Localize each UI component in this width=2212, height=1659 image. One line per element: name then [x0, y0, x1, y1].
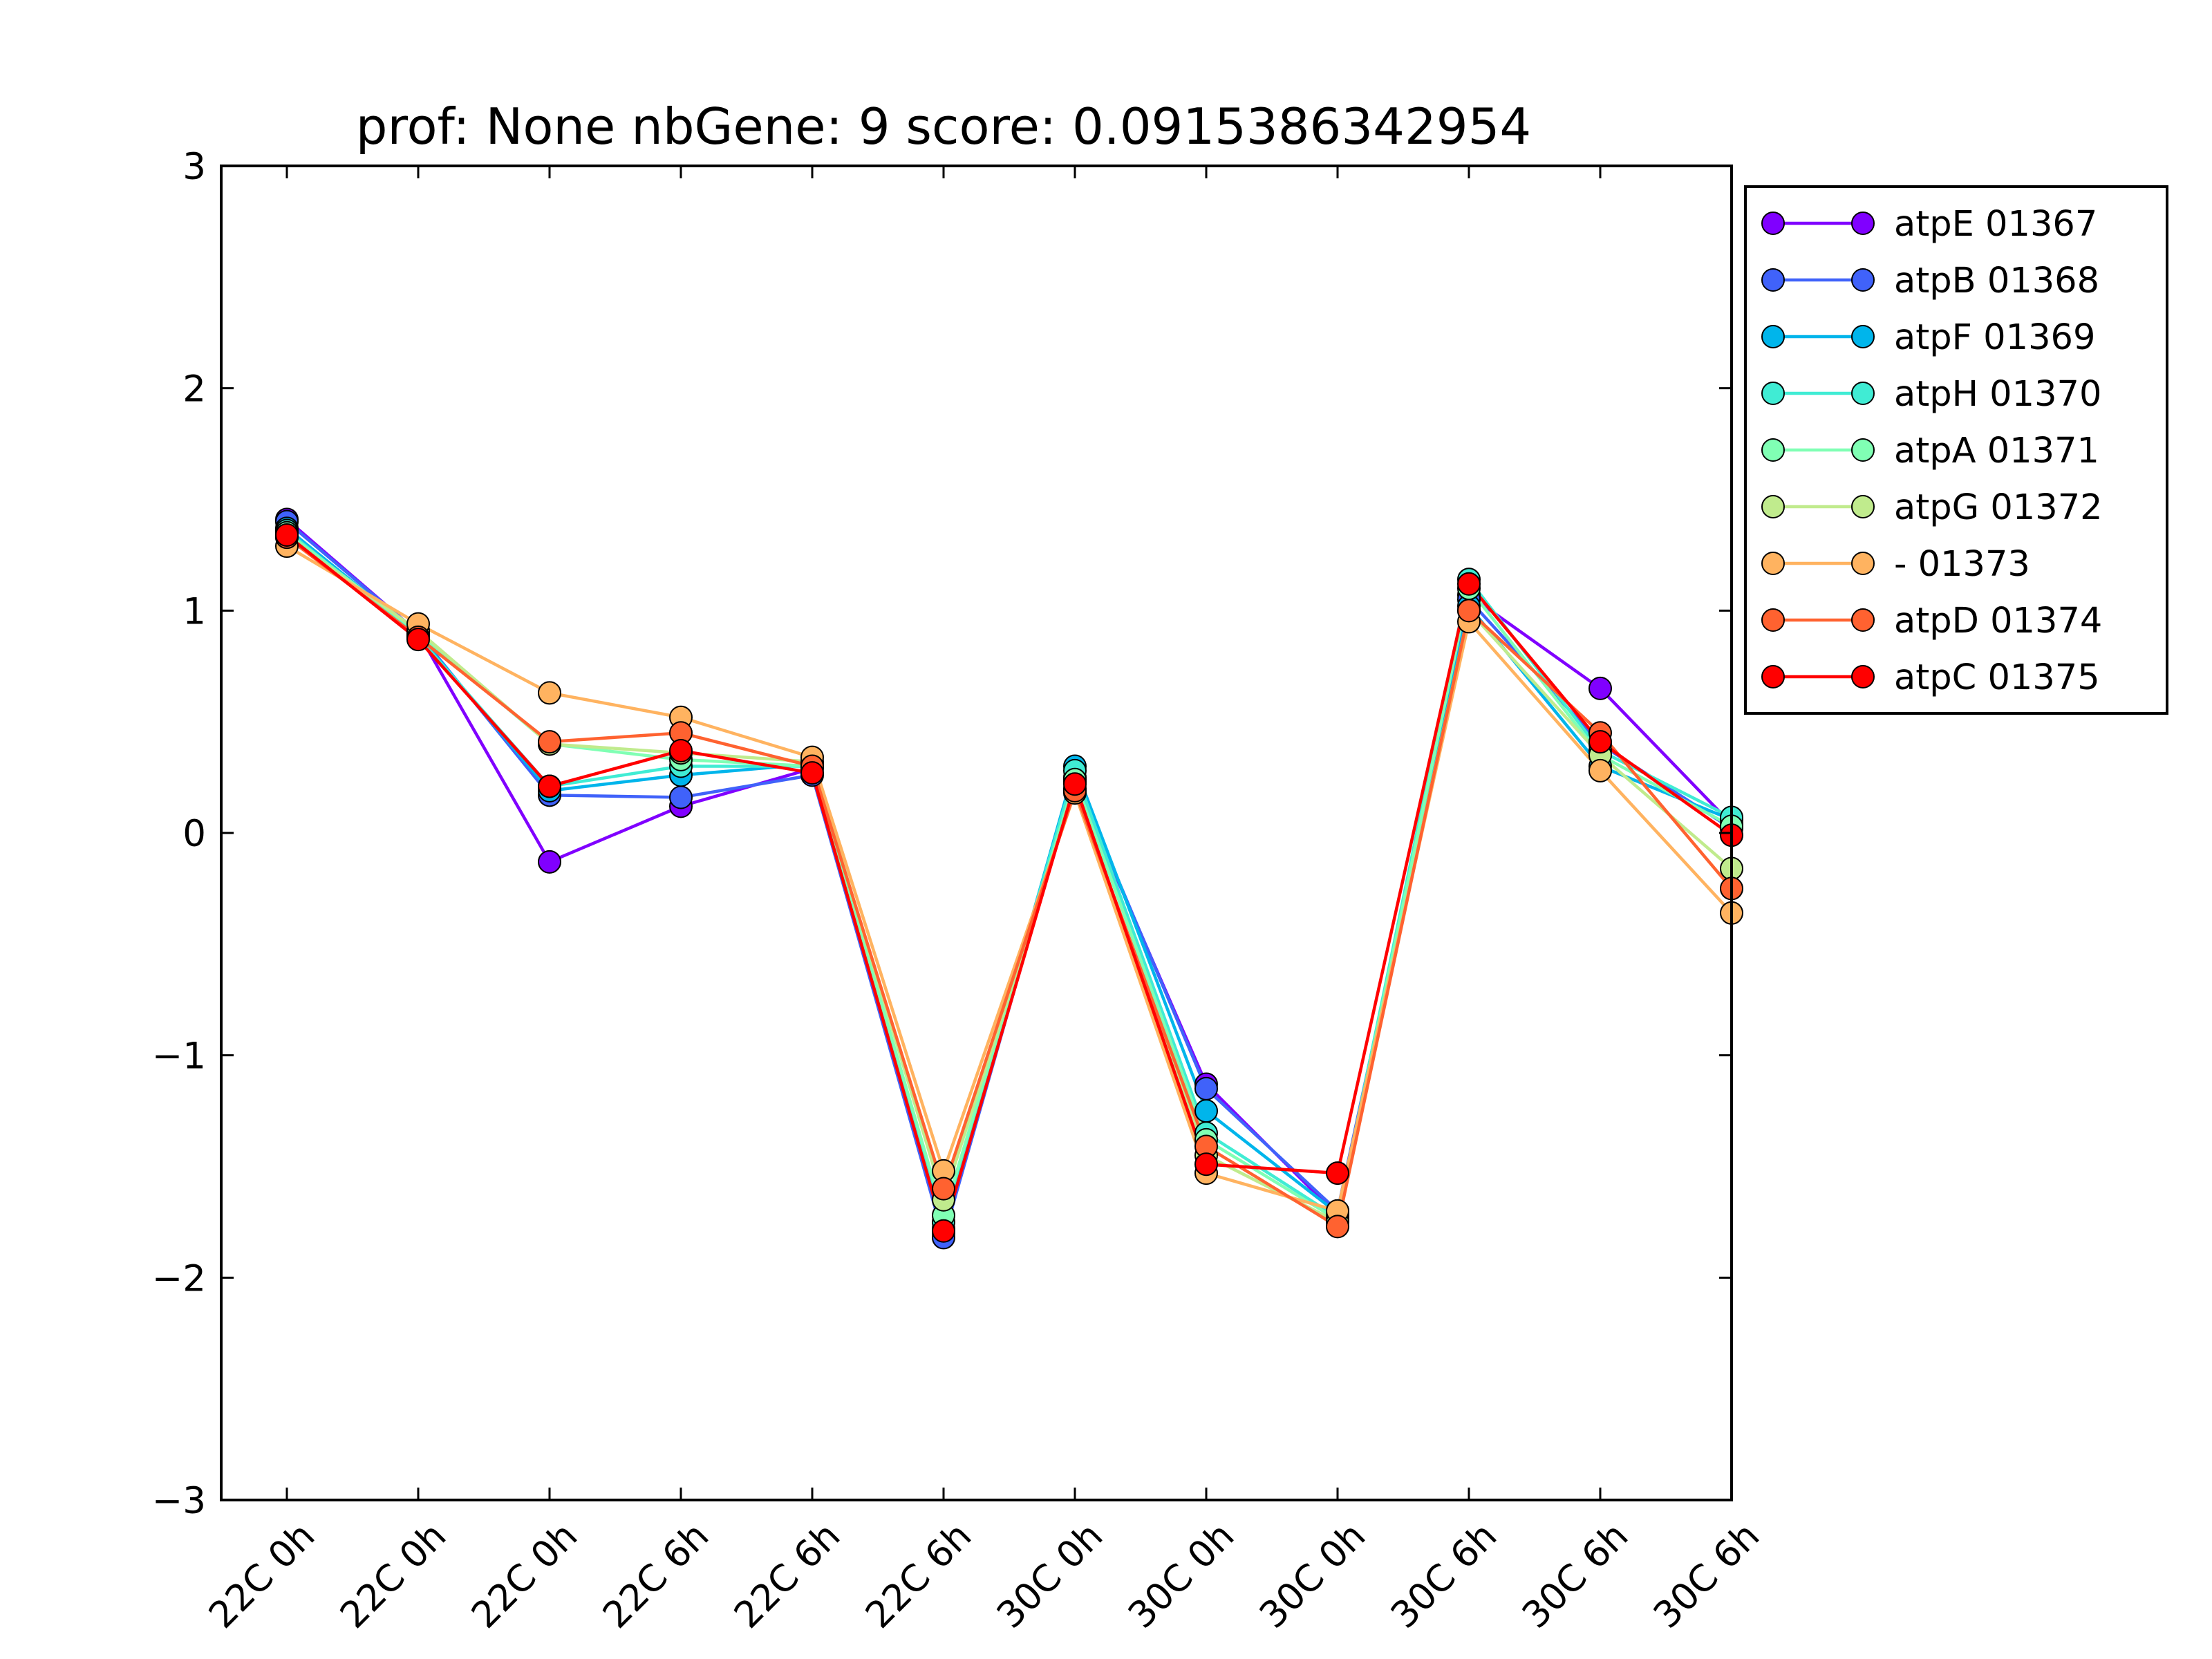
data-point: [1326, 1215, 1349, 1239]
series: [285, 534, 1733, 1237]
legend-marker: [1851, 212, 1875, 235]
data-point: [538, 774, 561, 798]
legend-marker: [1761, 268, 1785, 292]
legend-marker: [1761, 608, 1785, 632]
legend-marker: [1851, 382, 1875, 405]
y-tick-label: −3: [152, 1480, 206, 1522]
data-point: [406, 628, 430, 652]
y-tick-label: 1: [182, 590, 206, 632]
data-point: [1194, 1152, 1218, 1177]
data-point: [538, 681, 561, 705]
legend: atpE 01367 atpB 01368 atpF 01369 atpH 01370…: [1744, 185, 2168, 715]
legend-entry: atpB 01368: [1761, 261, 2099, 301]
legend-marker: [1851, 665, 1875, 688]
data-point: [1063, 772, 1087, 796]
data-point: [669, 785, 693, 809]
legend-entry: atpE 01367: [1761, 204, 2097, 245]
legend-entry: atpD 01374: [1761, 601, 2102, 641]
legend-label: atpG 01372: [1894, 487, 2103, 528]
legend-label: atpH 01370: [1894, 374, 2101, 415]
y-tick-label: 3: [182, 146, 206, 188]
data-point: [1588, 676, 1612, 700]
legend-marker: [1851, 325, 1875, 348]
data-point: [1457, 572, 1481, 596]
y-tick-label: 2: [182, 368, 206, 411]
legend-marker: [1851, 552, 1875, 575]
legend-label: atpC 01375: [1894, 657, 2100, 698]
legend-label: atpD 01374: [1894, 601, 2102, 641]
chart-title: prof: None nbGene: 9 score: 0.0915386342…: [356, 97, 1531, 156]
series: [285, 536, 1733, 1229]
legend-marker: [1851, 608, 1875, 632]
y-tick-label: 0: [182, 813, 206, 855]
legend-label: atpE 01367: [1894, 204, 2097, 245]
series-line: [285, 534, 1733, 1237]
legend-marker: [1761, 495, 1785, 518]
y-tick-label: −2: [152, 1257, 206, 1300]
legend-marker: [1851, 268, 1875, 292]
data-point: [1457, 599, 1481, 623]
legend-label: - 01373: [1894, 544, 2030, 585]
data-point: [932, 1177, 955, 1201]
legend-entry: atpF 01369: [1761, 317, 2095, 358]
legend-entry: - 01373: [1761, 544, 2030, 585]
series-line: [285, 536, 1733, 1229]
legend-marker: [1761, 438, 1785, 462]
legend-marker: [1761, 212, 1785, 235]
legend-label: atpB 01368: [1894, 261, 2099, 301]
data-point: [538, 730, 561, 754]
data-point: [1588, 758, 1612, 782]
data-point: [1326, 1161, 1349, 1185]
data-point: [538, 850, 561, 874]
series: [285, 545, 1733, 1213]
data-point: [932, 1219, 955, 1243]
legend-entry: atpA 01371: [1761, 431, 2099, 471]
legend-marker: [1761, 325, 1785, 348]
data-point: [669, 738, 693, 762]
legend-marker: [1851, 495, 1875, 518]
legend-label: atpF 01369: [1894, 317, 2095, 358]
legend-marker: [1761, 382, 1785, 405]
legend-entry: atpH 01370: [1761, 374, 2101, 415]
legend-label: atpA 01371: [1894, 431, 2099, 471]
data-point: [1588, 730, 1612, 754]
legend-entry: atpC 01375: [1761, 657, 2100, 698]
data-point: [1194, 1076, 1218, 1100]
series-line: [285, 545, 1733, 1213]
data-point: [800, 761, 824, 785]
y-tick-label: −1: [152, 1035, 206, 1078]
data-point: [1194, 1099, 1218, 1123]
legend-marker: [1761, 665, 1785, 688]
legend-entry: atpG 01372: [1761, 487, 2103, 528]
plot-area: [275, 507, 1743, 1250]
legend-marker: [1851, 438, 1875, 462]
legend-marker: [1761, 552, 1785, 575]
data-point: [275, 523, 299, 547]
